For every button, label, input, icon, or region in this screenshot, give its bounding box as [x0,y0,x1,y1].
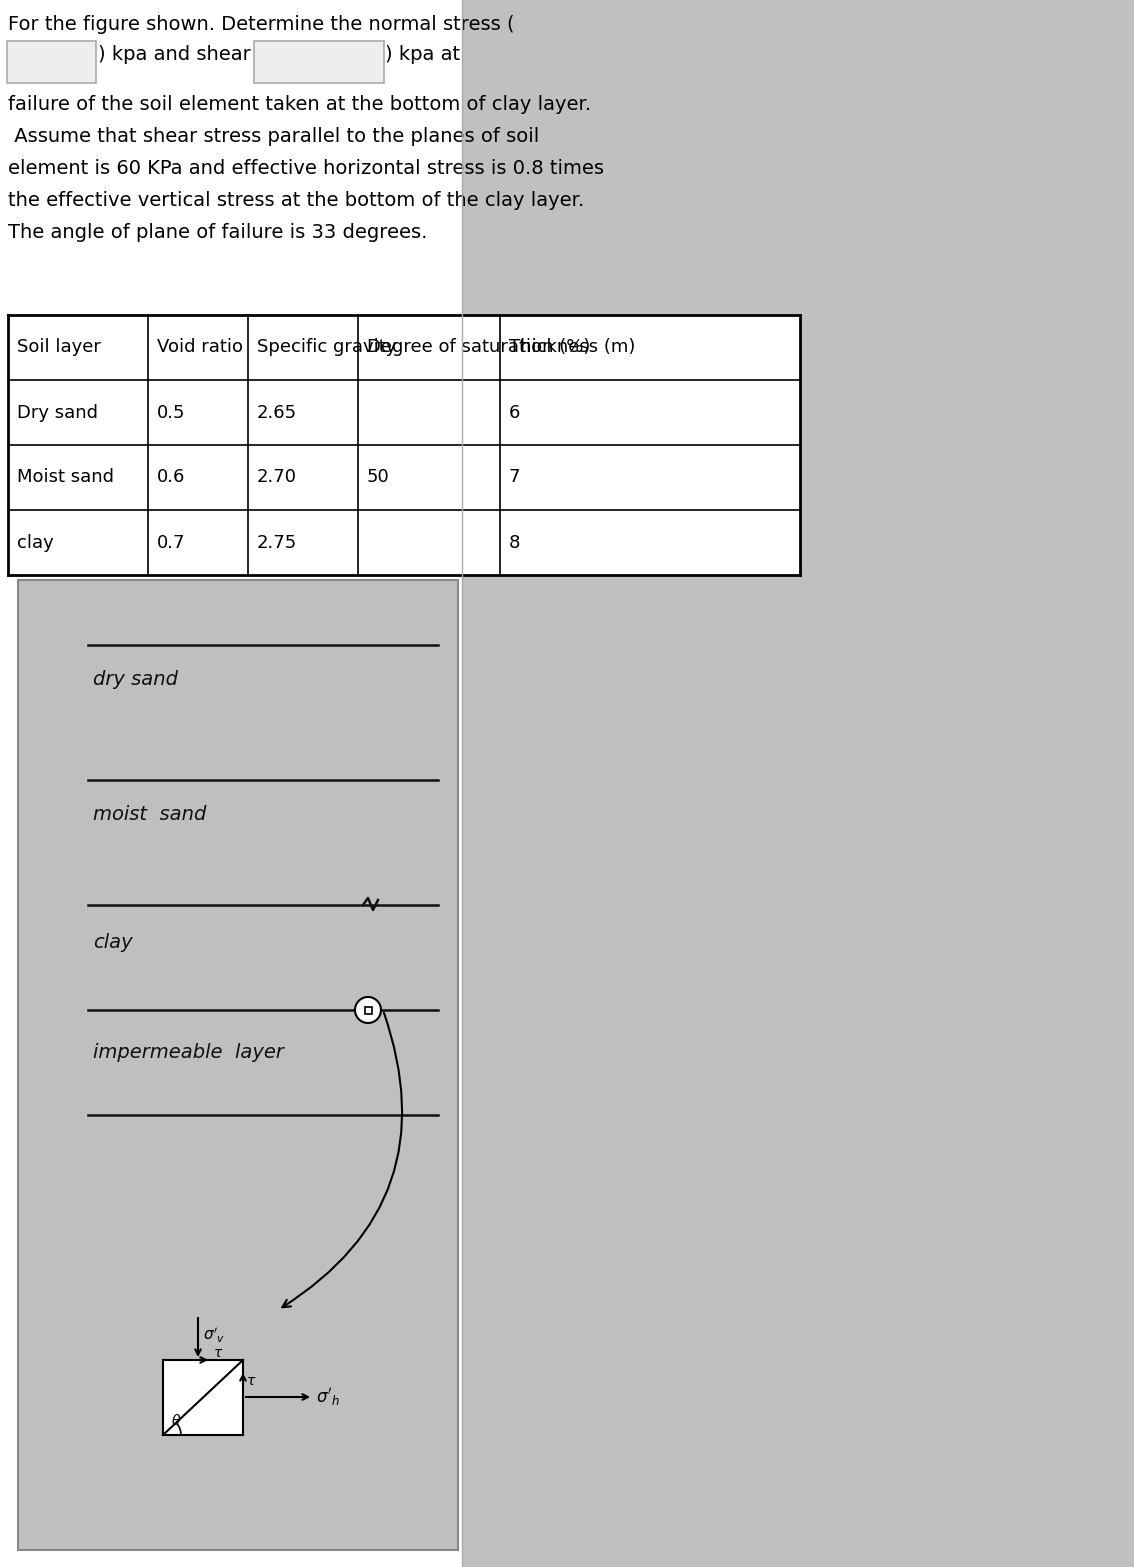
Text: $\sigma'_h$: $\sigma'_h$ [316,1385,340,1407]
Circle shape [355,997,381,1023]
Text: 8: 8 [509,533,521,552]
Text: ) kpa at: ) kpa at [386,45,460,64]
Text: $\tau$: $\tau$ [213,1346,223,1360]
Text: impermeable  layer: impermeable layer [93,1044,284,1062]
FancyArrowPatch shape [282,1012,403,1307]
Text: Soil layer: Soil layer [17,338,101,357]
Text: $\theta$: $\theta$ [171,1413,181,1428]
Text: The angle of plane of failure is 33 degrees.: The angle of plane of failure is 33 degr… [8,223,428,241]
Bar [18,580,458,1550]
Text: ) kpa and shear stress (: ) kpa and shear stress ( [98,45,329,64]
Text: Moist sand: Moist sand [17,469,115,486]
Bar [8,315,799,575]
FancyBboxPatch shape [7,41,96,83]
Text: 50: 50 [367,469,390,486]
Text: Specific gravity: Specific gravity [257,338,397,357]
Text: 2.70: 2.70 [257,469,297,486]
Bar [0,0,462,1567]
Text: moist  sand: moist sand [93,805,206,824]
Text: dry sand: dry sand [93,671,178,689]
Text: 2.65: 2.65 [257,403,297,422]
Bar [163,1360,243,1435]
Text: 7: 7 [509,469,521,486]
Text: the effective vertical stress at the bottom of the clay layer.: the effective vertical stress at the bot… [8,191,584,210]
Text: For the figure shown. Determine the normal stress (: For the figure shown. Determine the norm… [8,16,515,34]
Text: clay: clay [17,533,53,552]
Text: $\tau$: $\tau$ [246,1374,256,1388]
Text: 0.5: 0.5 [156,403,186,422]
Text: Dry sand: Dry sand [17,403,98,422]
Text: 0.7: 0.7 [156,533,186,552]
Text: Assume that shear stress parallel to the planes of soil: Assume that shear stress parallel to the… [8,127,540,146]
FancyBboxPatch shape [254,41,384,83]
Text: Void ratio: Void ratio [156,338,243,357]
Text: Degree of saturation (%): Degree of saturation (%) [367,338,591,357]
Text: 2.75: 2.75 [257,533,297,552]
Text: 0.6: 0.6 [156,469,185,486]
Text: clay: clay [93,932,133,953]
Bar [364,1006,372,1014]
Text: $\sigma'_v$: $\sigma'_v$ [203,1326,226,1344]
Text: failure of the soil element taken at the bottom of clay layer.: failure of the soil element taken at the… [8,96,591,114]
Text: 6: 6 [509,403,521,422]
Text: element is 60 KPa and effective horizontal stress is 0.8 times: element is 60 KPa and effective horizont… [8,158,604,179]
Bar [462,0,1134,1567]
Text: Thickness (m): Thickness (m) [509,338,635,357]
